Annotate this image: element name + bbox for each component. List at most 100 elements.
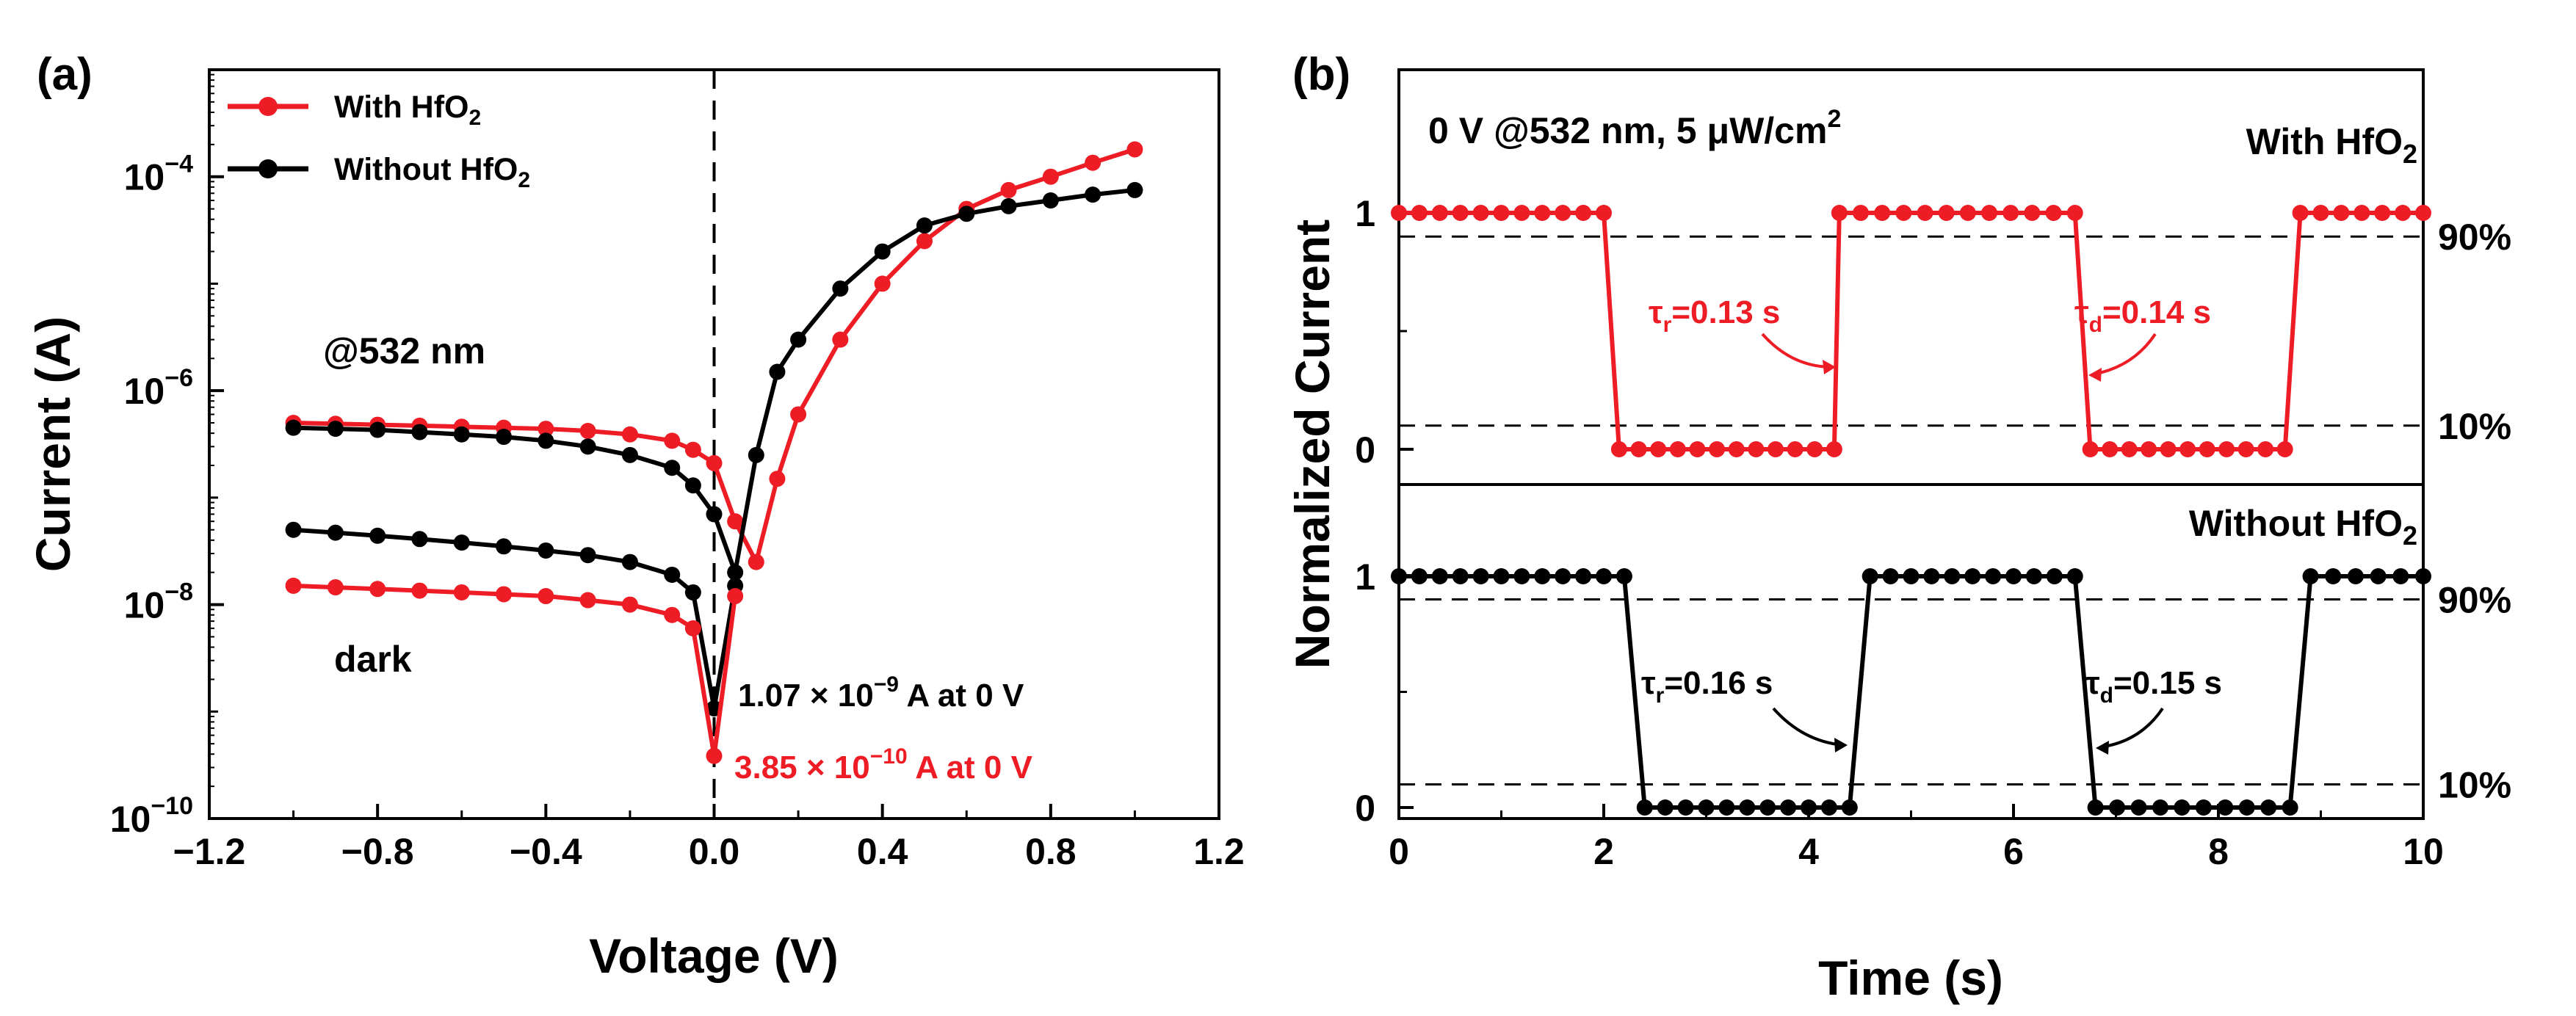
annotation-black-min: 1.07 × 10−9 A at 0 V	[738, 672, 1024, 714]
data-point	[1944, 568, 1961, 584]
data-point	[496, 586, 513, 603]
data-point	[874, 275, 891, 292]
data-point	[1452, 205, 1469, 221]
data-point	[2005, 568, 2022, 584]
data-point	[2333, 205, 2350, 221]
panel-a-xtick-label: 0.8	[1025, 831, 1077, 872]
data-point	[769, 471, 786, 487]
data-point	[1981, 205, 1998, 221]
data-point	[832, 280, 849, 297]
data-point	[1767, 441, 1784, 457]
data-point	[1630, 441, 1647, 457]
data-point	[1085, 186, 1101, 203]
data-point	[453, 584, 470, 600]
arrowhead-tau-r-without-hfo2	[1834, 738, 1848, 752]
data-point	[579, 438, 596, 455]
data-point	[1718, 799, 1735, 816]
data-point	[2046, 568, 2063, 584]
data-point	[1411, 205, 1428, 221]
data-point	[1391, 205, 1407, 221]
data-point	[664, 460, 681, 476]
panel-b: (b) 0 2 4 6 8 10 0 1 90% 10% 0 1 90% 10% 0 V @532 nm,…	[1285, 49, 2511, 1005]
data-point	[769, 363, 786, 380]
data-point	[621, 596, 638, 613]
data-point	[1431, 568, 1448, 584]
data-point	[1555, 205, 1571, 221]
data-point	[958, 206, 975, 222]
data-point	[1596, 205, 1612, 221]
data-point	[1831, 205, 1848, 221]
data-point	[327, 579, 344, 596]
panel-b-ytick-label: 0	[1355, 429, 1375, 471]
annotation-light: @532 nm	[323, 330, 485, 371]
data-point	[706, 506, 723, 523]
data-point	[664, 566, 681, 583]
panel-b-label: (b)	[1292, 49, 1350, 100]
data-point	[369, 527, 386, 544]
annotation-dark: dark	[334, 639, 412, 680]
legend-label-with-hfo2: With HfO2	[334, 90, 481, 130]
legend-marker-with-hfo2	[258, 97, 278, 116]
panel-a-xtick-label: 0.0	[689, 831, 740, 872]
data-point	[2392, 568, 2409, 584]
data-point	[1513, 205, 1530, 221]
data-point	[2195, 799, 2212, 816]
data-point	[2302, 568, 2319, 584]
data-point	[621, 554, 638, 570]
data-point	[1411, 568, 1428, 584]
panel-a-xtick-label: 1.2	[1193, 831, 1245, 872]
data-point	[1452, 568, 1469, 584]
data-point	[1748, 441, 1765, 457]
panel-b-xtick-label: 2	[1593, 831, 1614, 872]
panel-a-xtick-label: −1.2	[173, 831, 246, 872]
data-point	[2179, 441, 2196, 457]
panel-b-ytick-label: 1	[1355, 193, 1375, 234]
data-point	[1126, 181, 1143, 198]
data-point	[579, 423, 596, 440]
data-point	[2257, 441, 2274, 457]
data-point	[2282, 799, 2298, 816]
data-point	[2218, 441, 2235, 457]
panel-a-xlabel: Voltage (V)	[589, 929, 839, 983]
reference-label: 90%	[2438, 217, 2511, 258]
data-point	[1917, 205, 1933, 221]
data-point	[1575, 205, 1592, 221]
data-point	[1431, 205, 1448, 221]
data-point	[1985, 568, 2002, 584]
legend-marker-without-hfo2	[258, 159, 278, 178]
reference-label: 10%	[2438, 406, 2511, 447]
annotation-red-min: 3.85 × 10−10 A at 0 V	[734, 744, 1033, 785]
data-point	[538, 588, 554, 605]
response-trace	[1399, 574, 2423, 810]
data-point	[1895, 205, 1912, 221]
data-point	[621, 446, 638, 463]
panel-a-series	[285, 141, 1143, 764]
data-point	[748, 446, 764, 463]
data-point	[1853, 205, 1870, 221]
data-point	[2025, 568, 2042, 584]
data-point	[2238, 799, 2255, 816]
data-point	[1000, 197, 1017, 214]
panel-a-label: (a)	[37, 49, 93, 100]
data-point	[727, 513, 744, 530]
arrow-tau-r-with-hfo2	[1761, 333, 1833, 369]
data-point	[1787, 441, 1803, 457]
data-point	[538, 432, 554, 449]
data-point	[1728, 441, 1745, 457]
data-point	[874, 243, 891, 260]
data-point	[1826, 441, 1842, 457]
panel-a-legend: With HfO2 Without HfO2	[228, 90, 530, 192]
data-point	[285, 577, 302, 594]
data-point	[2045, 205, 2062, 221]
tau-d-without-hfo2: τd=0.15 s	[2085, 665, 2222, 708]
data-point	[369, 581, 386, 598]
data-point	[538, 421, 554, 438]
data-point	[1820, 799, 1837, 816]
panel-a-ytick-label: 10−10	[110, 792, 193, 840]
data-point	[916, 217, 933, 234]
data-point	[2002, 205, 2019, 221]
data-point	[2260, 799, 2277, 816]
arrow-tau-d-with-hfo2	[2092, 333, 2157, 376]
data-point	[1636, 799, 1653, 816]
data-point	[2109, 799, 2126, 816]
